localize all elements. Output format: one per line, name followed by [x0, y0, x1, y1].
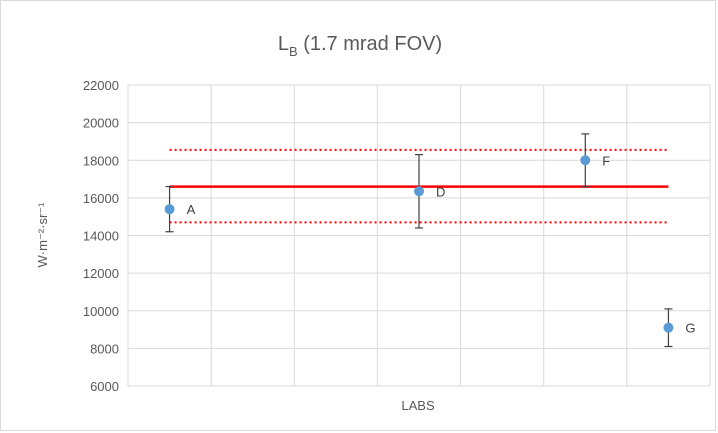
error-bars	[165, 133, 673, 348]
data-point-label: D	[436, 184, 445, 199]
data-point	[663, 322, 674, 333]
y-tick-label: 8000	[90, 341, 119, 356]
chart-title-subscript: B	[289, 44, 298, 59]
chart-title-main: L	[278, 33, 289, 55]
y-tick-label: 20000	[83, 116, 119, 131]
y-tick-label: 16000	[83, 191, 119, 206]
point-labels: A D F G	[187, 153, 696, 335]
y-tick-label: 12000	[83, 266, 119, 281]
chart-title: LB (1.7 mrad FOV)	[278, 33, 442, 59]
y-tick-label: 22000	[83, 78, 119, 93]
data-point-label: A	[187, 202, 196, 217]
grid-layer	[127, 84, 711, 387]
y-tick-labels: 6000 8000 10000 12000 14000 16000 18000 20000 22…	[83, 78, 119, 394]
data-point-label: F	[602, 153, 610, 168]
data-point	[580, 155, 591, 166]
y-tick-label: 10000	[83, 304, 119, 319]
y-tick-label: 6000	[90, 379, 119, 394]
x-axis-title: LABS	[401, 398, 435, 413]
data-points	[164, 155, 674, 333]
y-tick-label: 18000	[83, 153, 119, 168]
data-point	[164, 204, 175, 215]
chart-title-rest: (1.7 mrad FOV)	[298, 33, 442, 55]
data-point	[414, 186, 424, 197]
y-tick-label: 14000	[83, 229, 119, 244]
y-axis-title: W·m⁻²·sr⁻¹	[35, 202, 50, 268]
data-point-label: G	[685, 321, 695, 336]
